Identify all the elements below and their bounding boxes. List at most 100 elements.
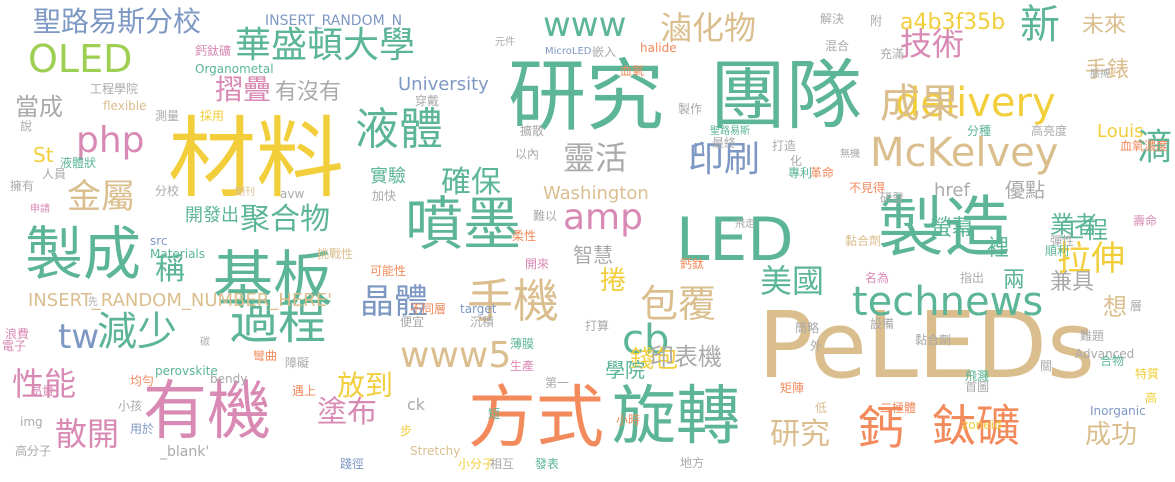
cloud-word: 說 bbox=[20, 119, 33, 133]
cloud-word: 特質 bbox=[1135, 367, 1160, 381]
cloud-word: PeLEDs bbox=[758, 292, 1095, 399]
cloud-word: LED bbox=[676, 205, 794, 275]
cloud-word: 想 bbox=[1103, 293, 1127, 321]
cloud-word: 均勻 bbox=[130, 374, 155, 388]
cloud-word: 可能性 bbox=[370, 264, 407, 278]
cloud-word: 團隊 bbox=[710, 51, 862, 140]
cloud-word: 解決 bbox=[820, 12, 845, 26]
cloud-word: 測量 bbox=[155, 109, 180, 123]
cloud-word: McKelvey bbox=[870, 130, 1059, 176]
cloud-word: 液體狀 bbox=[60, 156, 97, 170]
cloud-word: Stretchy bbox=[410, 444, 461, 458]
cloud-word: 彈性 bbox=[1050, 234, 1075, 248]
cloud-word: 合物 bbox=[1100, 354, 1125, 368]
cloud-word: 實驗 bbox=[370, 166, 406, 187]
cloud-word: Materials bbox=[150, 247, 206, 261]
cloud-word: 稱 bbox=[155, 252, 185, 287]
cloud-word: 滴 bbox=[1137, 127, 1174, 168]
cloud-word: perovskite bbox=[155, 364, 218, 378]
cloud-word: 研發 bbox=[880, 191, 905, 205]
cloud-word: 電子 bbox=[2, 339, 27, 353]
cloud-word: 研究 bbox=[770, 417, 830, 452]
cloud-word: 血氧 bbox=[620, 64, 645, 78]
cloud-word: 晶體 bbox=[360, 282, 428, 322]
cloud-word: 關 bbox=[1040, 359, 1053, 373]
cloud-word: php bbox=[76, 120, 145, 161]
cloud-word: 第一 bbox=[545, 376, 570, 390]
cloud-word: MicroLED bbox=[545, 46, 592, 57]
cloud-word: 穿戴 bbox=[415, 94, 440, 108]
cloud-word: 元件 bbox=[495, 37, 515, 48]
cloud-word: 無機 bbox=[840, 149, 860, 160]
cloud-word: 難以 bbox=[533, 209, 558, 223]
cloud-word: 包覆 bbox=[640, 282, 717, 326]
cloud-word: 工程 bbox=[1060, 216, 1108, 244]
cloud-word: 開發出 bbox=[185, 205, 239, 226]
cloud-word: 不見得 bbox=[849, 181, 886, 195]
cloud-word: 鈣鈦礦 bbox=[195, 44, 232, 58]
cloud-word: 裡 bbox=[987, 236, 1010, 261]
cloud-word: ck bbox=[407, 395, 426, 414]
cloud-word: 小孩 bbox=[118, 399, 143, 413]
cloud-word: delivery bbox=[895, 80, 1056, 126]
cloud-word: 有機 bbox=[143, 375, 271, 449]
cloud-word: www5 bbox=[400, 335, 512, 376]
cloud-word: 華盛頓大學 bbox=[235, 25, 416, 66]
cloud-word: 美國 bbox=[760, 262, 825, 300]
cloud-word: 化 bbox=[790, 154, 803, 168]
cloud-word: 智慧 bbox=[573, 243, 613, 267]
cloud-word: bendy bbox=[210, 372, 248, 386]
cloud-word: 鈣 bbox=[858, 401, 904, 455]
cloud-word: 印刷 bbox=[688, 139, 761, 180]
cloud-word: 成功 bbox=[1085, 420, 1138, 450]
cloud-word: 聚合物 bbox=[240, 202, 330, 237]
cloud-word: 金屬 bbox=[67, 177, 135, 217]
cloud-word: 薄膜 bbox=[510, 337, 535, 351]
cloud-word: 人員 bbox=[42, 167, 67, 181]
cloud-word: 採用 bbox=[200, 109, 225, 123]
cloud-word: www bbox=[543, 5, 627, 45]
cloud-word: 以內 bbox=[515, 147, 540, 161]
cloud-word: 鈦礦 bbox=[932, 401, 1020, 452]
cloud-word: 高亮度 bbox=[1031, 124, 1068, 138]
cloud-word: 鈣鈦 bbox=[680, 257, 705, 271]
cloud-word: 靈活 bbox=[563, 139, 628, 177]
cloud-word: 彎曲 bbox=[253, 349, 278, 363]
cloud-word: 嵌入 bbox=[592, 45, 617, 59]
cloud-word: 兼具 bbox=[1050, 270, 1095, 295]
cloud-word: 難題 bbox=[1080, 329, 1105, 343]
cloud-word: technews bbox=[852, 279, 1044, 325]
cloud-word: 製成 bbox=[25, 220, 142, 288]
cloud-word: INSERT_RANDOM_N bbox=[265, 13, 403, 29]
cloud-word: 兩 bbox=[1003, 268, 1026, 293]
cloud-word: 相互 bbox=[490, 457, 515, 471]
cloud-word: 打算 bbox=[585, 319, 610, 333]
cloud-word: 錢包 bbox=[630, 345, 678, 373]
cloud-word: 印表機 bbox=[650, 343, 722, 371]
cloud-word: 聖路易斯 bbox=[710, 126, 750, 137]
cloud-word: 指出 bbox=[960, 271, 985, 285]
cloud-word: 聖路易斯分校 bbox=[33, 5, 202, 38]
cloud-word: amp bbox=[563, 197, 643, 238]
cloud-word: target bbox=[460, 302, 497, 316]
cloud-word: 研究 bbox=[508, 52, 665, 142]
cloud-word: 壽命 bbox=[1133, 214, 1158, 228]
cloud-word: 不同層 bbox=[410, 302, 447, 316]
cloud-word: 遇上 bbox=[292, 384, 317, 398]
cloud-word: 新 bbox=[1020, 2, 1060, 48]
cloud-word: 最終 bbox=[712, 136, 737, 150]
cloud-word: 性能 bbox=[12, 365, 77, 403]
cloud-word: 設備 bbox=[870, 317, 895, 331]
cloud-word: 手機 bbox=[467, 274, 559, 328]
cloud-word: 革命 bbox=[810, 166, 835, 180]
cloud-word: 擴散 bbox=[520, 124, 545, 138]
cloud-word: 步 bbox=[400, 424, 413, 438]
cloud-word: 開來 bbox=[525, 257, 550, 271]
cloud-word: 製造 bbox=[878, 189, 1010, 266]
cloud-word: 名為 bbox=[865, 271, 890, 285]
cloud-word: 專利 bbox=[788, 166, 813, 180]
cloud-word: 分校 bbox=[155, 184, 180, 198]
cloud-word: 層 bbox=[1130, 299, 1143, 313]
cloud-word: 工程學院 bbox=[90, 82, 139, 96]
